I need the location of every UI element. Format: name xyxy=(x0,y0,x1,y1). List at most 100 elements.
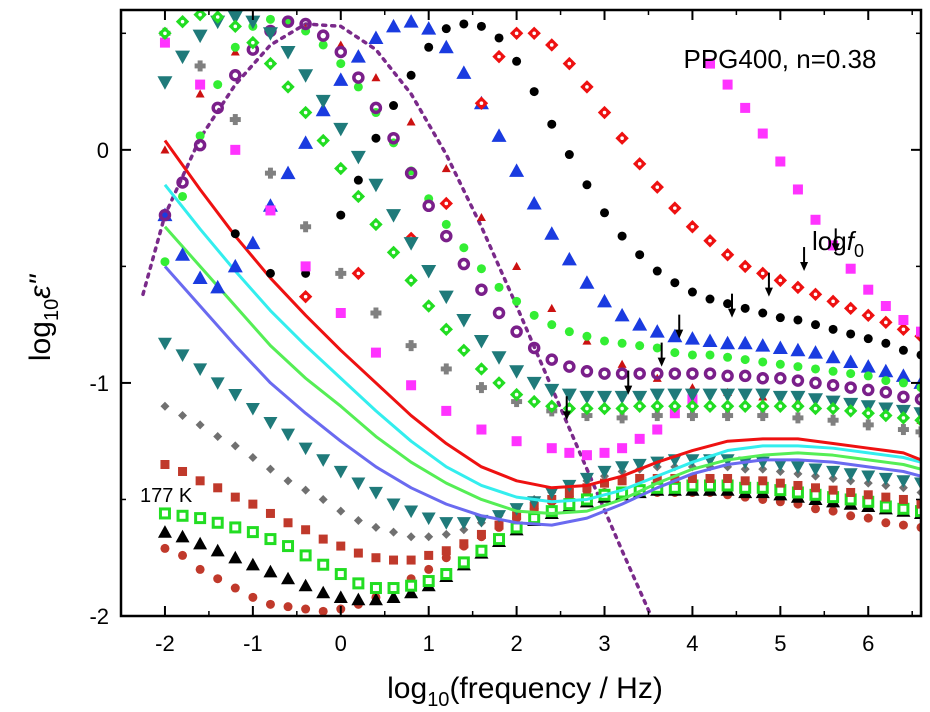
data-point xyxy=(157,76,173,90)
data-point xyxy=(265,268,275,278)
data-point xyxy=(335,308,346,318)
data-point xyxy=(230,441,240,451)
data-point xyxy=(283,602,293,612)
data-point xyxy=(280,45,296,60)
data-point-center xyxy=(567,61,572,66)
data-point-center xyxy=(690,404,695,409)
data-point-center xyxy=(796,404,800,409)
data-point xyxy=(512,296,522,306)
data-point xyxy=(336,59,346,69)
data-point xyxy=(494,282,504,292)
data-point xyxy=(353,515,363,525)
data-point xyxy=(476,424,487,435)
data-point xyxy=(582,483,592,493)
data-point xyxy=(492,510,507,523)
data-point xyxy=(439,517,454,530)
data-point xyxy=(617,338,627,348)
data-point xyxy=(230,583,240,593)
data-point xyxy=(318,606,328,616)
data-point xyxy=(389,101,399,111)
data-point xyxy=(336,210,346,220)
data-point xyxy=(404,166,418,180)
data-point xyxy=(775,313,785,323)
data-point xyxy=(843,354,859,368)
data-point xyxy=(526,195,542,210)
data-point xyxy=(371,522,381,532)
data-point xyxy=(280,165,296,180)
data-point xyxy=(368,592,383,606)
data-point-center xyxy=(620,406,624,411)
data-point xyxy=(526,376,542,391)
data-point-center xyxy=(321,138,325,143)
data-point xyxy=(828,485,838,495)
data-point xyxy=(564,150,574,160)
data-point xyxy=(334,45,348,59)
data-point xyxy=(318,494,328,504)
data-point xyxy=(281,428,296,442)
data-point-center xyxy=(549,43,554,47)
data-point xyxy=(737,388,753,403)
data-point xyxy=(632,317,648,331)
data-point xyxy=(846,487,856,497)
data-point-bar xyxy=(760,410,766,422)
data-point xyxy=(315,102,331,117)
data-point xyxy=(176,509,189,522)
data-point xyxy=(790,342,806,357)
data-point xyxy=(406,117,416,126)
series-5 xyxy=(157,337,921,530)
data-point xyxy=(351,477,366,491)
data-point xyxy=(670,278,680,288)
data-point xyxy=(178,466,188,476)
data-point xyxy=(772,390,788,405)
data-point-center xyxy=(163,31,167,36)
data-point-center xyxy=(268,61,273,66)
data-point xyxy=(157,525,172,538)
data-point xyxy=(846,511,856,521)
data-point xyxy=(861,470,876,484)
data-point xyxy=(811,320,821,330)
data-point xyxy=(597,293,613,308)
data-point xyxy=(793,480,803,490)
data-point xyxy=(527,341,541,355)
data-point-center xyxy=(831,299,835,304)
data-point xyxy=(350,49,366,63)
data-point xyxy=(230,42,240,52)
data-point xyxy=(863,371,873,381)
data-point xyxy=(178,411,188,421)
data-point xyxy=(315,94,331,109)
data-point xyxy=(687,287,697,297)
data-point xyxy=(210,279,226,294)
data-point-center xyxy=(690,224,695,229)
data-point xyxy=(702,388,718,403)
data-point-center xyxy=(549,404,554,409)
data-point xyxy=(844,381,857,394)
data-point-center xyxy=(356,271,361,276)
data-point xyxy=(158,208,172,222)
data-point xyxy=(301,604,311,614)
data-point-center xyxy=(813,406,818,411)
data-point xyxy=(263,416,278,430)
data-point xyxy=(529,87,539,97)
data-point xyxy=(371,133,381,143)
data-point xyxy=(371,73,381,82)
data-point-center xyxy=(602,110,607,115)
y-tick-label: -2 xyxy=(89,604,109,629)
data-point xyxy=(352,71,365,84)
data-point xyxy=(528,512,541,525)
data-point xyxy=(809,376,822,390)
data-point xyxy=(791,374,805,387)
data-point xyxy=(670,348,680,358)
data-point xyxy=(808,463,823,477)
data-point-center xyxy=(866,411,871,416)
data-point xyxy=(544,226,560,240)
data-point xyxy=(405,579,418,592)
data-point xyxy=(228,388,243,402)
data-point xyxy=(441,405,452,416)
data-point xyxy=(544,383,560,398)
data-point xyxy=(457,257,471,271)
data-point xyxy=(705,473,715,483)
data-point xyxy=(738,369,752,383)
data-point-center xyxy=(673,404,677,409)
data-point xyxy=(195,476,205,486)
data-point xyxy=(512,56,522,66)
